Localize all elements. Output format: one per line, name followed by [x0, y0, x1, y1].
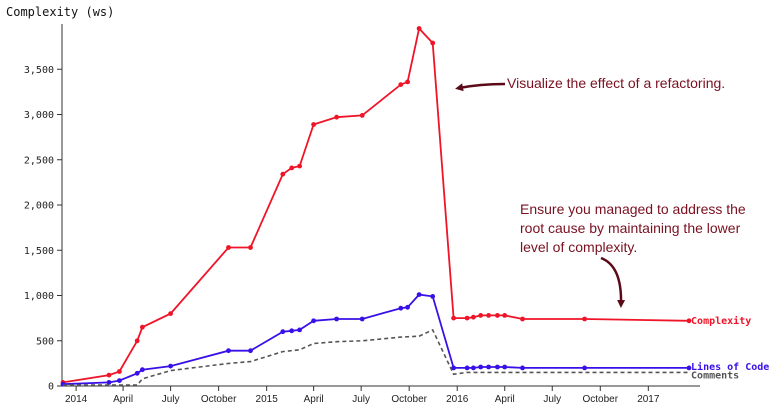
x-tick-label: October [201, 394, 237, 405]
x-tick-label: 2016 [446, 394, 469, 405]
data-point-lines-of-code [297, 327, 302, 333]
data-point-complexity [430, 40, 436, 46]
x-tick-label: April [113, 394, 133, 405]
data-point-lines-of-code [464, 365, 470, 371]
series-line-comments [63, 328, 689, 386]
series-label-comments: Comments [691, 370, 739, 381]
data-point-lines-of-code [311, 318, 316, 324]
annotation-arrow-refactoring [455, 82, 506, 92]
data-point-lines-of-code [405, 304, 410, 310]
series-layer [60, 26, 692, 387]
x-tick-label: July [162, 394, 180, 405]
data-point-complexity [495, 313, 500, 318]
data-point-lines-of-code [359, 316, 365, 322]
data-point-lines-of-code [451, 365, 456, 371]
data-point-complexity [464, 315, 470, 321]
x-tick-label: 2017 [637, 394, 660, 405]
y-tick-label: 2,500 [24, 155, 54, 166]
data-point-complexity [398, 82, 404, 87]
x-tick-label: April [304, 394, 324, 405]
data-point-complexity [311, 122, 316, 127]
annotation-refactoring: Visualize the effect of a refactoring. [507, 75, 725, 91]
data-point-complexity [502, 313, 508, 318]
data-point-complexity [168, 311, 174, 316]
x-tick-label: October [391, 394, 427, 405]
data-point-lines-of-code [478, 364, 484, 370]
annotation-arrow-root-cause [600, 256, 626, 308]
data-point-lines-of-code [495, 364, 500, 370]
y-tick-label: 0 [48, 382, 54, 393]
data-point-complexity [486, 313, 491, 318]
x-tick-label: 2015 [256, 394, 279, 405]
y-axis-title: Complexity (ws) [6, 5, 114, 19]
data-point-complexity [686, 318, 692, 324]
data-point-complexity [478, 313, 484, 318]
data-point-complexity [289, 165, 295, 171]
series-line-lines-of-code [62, 293, 689, 386]
data-point-lines-of-code [140, 367, 145, 373]
series-line-complexity [62, 26, 690, 384]
data-point-complexity [106, 372, 112, 378]
data-point-complexity [405, 79, 410, 85]
series-label-lines-of-code: Lines of Code [691, 361, 769, 373]
data-point-lines-of-code [226, 348, 231, 354]
data-point-lines-of-code [686, 365, 692, 371]
data-point-complexity [520, 316, 525, 322]
data-point-complexity [334, 114, 339, 120]
data-point-lines-of-code [582, 365, 587, 371]
y-tick-label: 2,000 [24, 201, 54, 212]
data-point-lines-of-code [106, 380, 112, 385]
annotation-root-cause-line-3: level of complexity. [520, 239, 637, 255]
data-point-lines-of-code [289, 328, 295, 334]
y-tick-label: 1,500 [24, 246, 54, 257]
y-tick-label: 3,500 [24, 65, 54, 76]
data-point-complexity [226, 245, 231, 250]
annotation-root-cause-line-2: root cause by maintaining the lower [520, 220, 741, 236]
data-point-lines-of-code [334, 316, 339, 322]
y-tick-label: 1,000 [24, 291, 54, 302]
data-point-complexity [134, 338, 140, 344]
data-point-complexity [297, 163, 302, 169]
y-axis: 0 500 1,000 1,500 2,000 2,500 3,000 3,500 [24, 24, 63, 393]
data-point-lines-of-code [248, 348, 253, 354]
annotation-refactoring-line: Visualize the effect of a refactoring. [507, 75, 725, 91]
annotation-root-cause-line-1: Ensure you managed to address the [520, 201, 746, 217]
x-tick-label: 2014 [65, 394, 88, 405]
data-point-lines-of-code [471, 365, 476, 371]
x-tick-label: October [582, 394, 618, 405]
x-tick-label: April [495, 394, 515, 405]
data-point-lines-of-code [398, 305, 404, 311]
data-point-lines-of-code [416, 292, 422, 297]
x-axis: 2014 April July October 2015 April July October… [62, 385, 700, 405]
series-label-complexity: Complexity [691, 315, 751, 327]
data-point-lines-of-code [486, 364, 491, 370]
x-tick-label: July [543, 394, 561, 405]
data-point-complexity [416, 26, 422, 31]
data-point-lines-of-code [430, 294, 436, 299]
data-point-complexity [280, 171, 286, 177]
data-point-lines-of-code [117, 378, 122, 383]
data-point-lines-of-code [520, 365, 525, 371]
y-tick-label: 500 [36, 336, 54, 347]
data-point-lines-of-code [168, 363, 174, 369]
data-point-lines-of-code [134, 370, 140, 376]
data-point-complexity [471, 314, 476, 320]
data-point-complexity [248, 245, 253, 250]
data-point-complexity [582, 316, 587, 322]
data-point-lines-of-code [502, 364, 508, 370]
x-tick-label: July [352, 394, 370, 405]
annotation-root-cause: Ensure you managed to address the root c… [520, 201, 750, 255]
data-point-complexity [359, 113, 365, 118]
y-tick-label: 3,000 [24, 110, 54, 121]
annotations: Visualize the effect of a refactoring. E… [455, 75, 750, 308]
data-point-complexity [117, 369, 122, 374]
data-point-complexity [140, 324, 145, 330]
data-point-complexity [451, 315, 456, 321]
data-point-lines-of-code [280, 329, 286, 335]
